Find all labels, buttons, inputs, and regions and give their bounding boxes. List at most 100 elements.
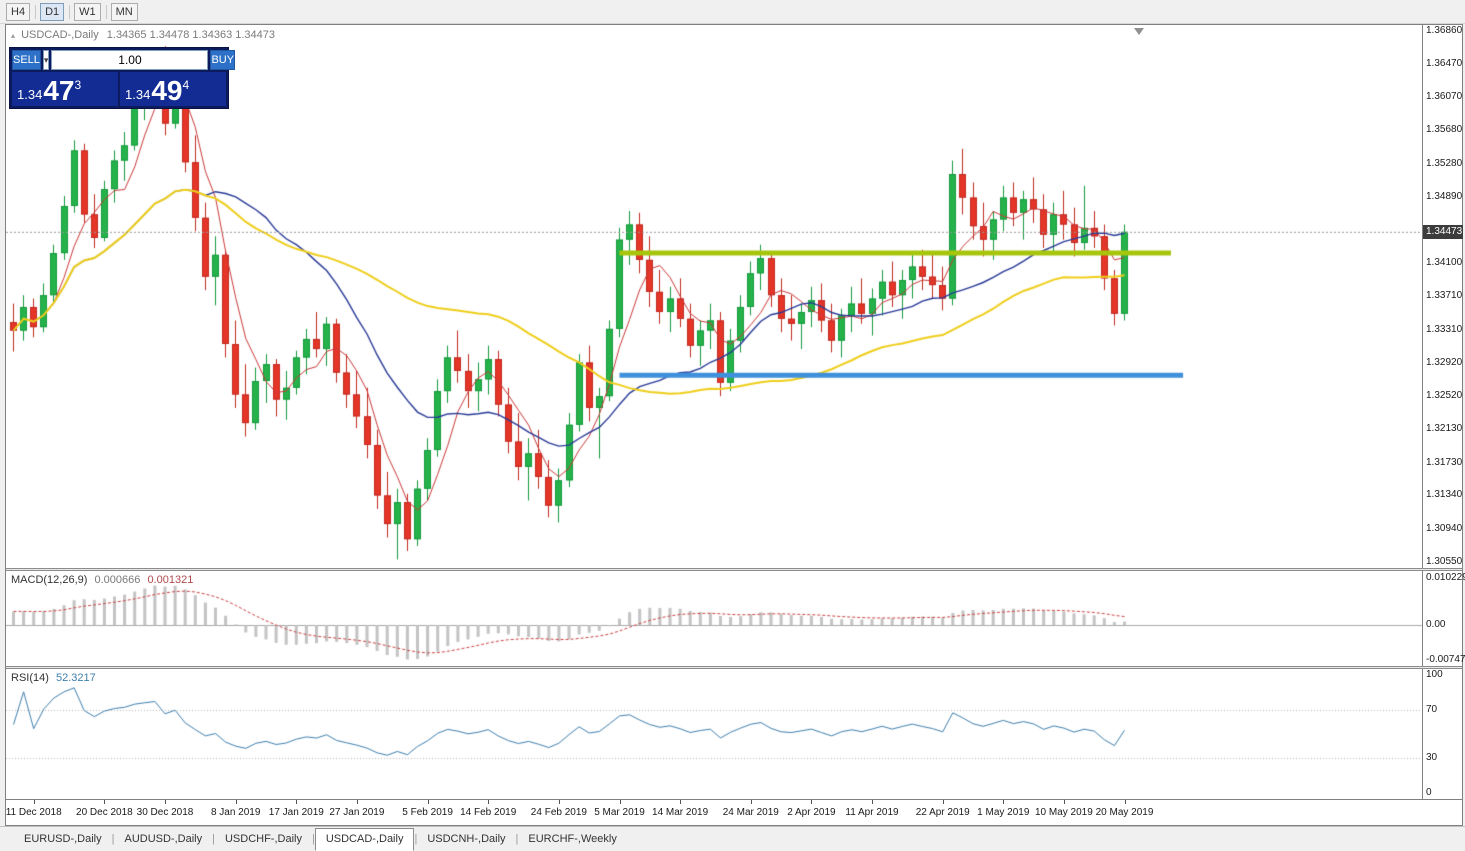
macd-signal-value: 0.001321 [147,574,194,586]
macd-main-value: 0.000666 [94,574,141,586]
date-tick-label: 1 May 2019 [977,807,1030,818]
date-tick-label: 14 Feb 2019 [460,807,517,818]
sell-price-sup: 3 [74,78,82,92]
price-tick-label: 1.36470 [1426,57,1463,69]
date-tick-mark [872,800,873,804]
macd-axis[interactable]: 0.010229 0.00 -0.007477 [1422,571,1465,666]
price-tick-label: 1.30550 [1426,555,1463,567]
date-tick-mark [942,800,944,804]
rsi-canvas[interactable] [6,669,1422,799]
rsi-label: RSI(14) 52.3217 [11,672,96,684]
collapse-triangle-icon[interactable]: ▴ [11,31,16,40]
date-tick-label: 11 Dec 2018 [5,807,62,818]
date-axis[interactable]: 11 Dec 2018 20 Dec 2018 30 Dec 2018 8 Jan 2… [6,799,1462,825]
date-tick-label: 20 May 2019 [1095,807,1154,818]
date-tick-label: 22 Apr 2019 [915,807,970,818]
chart-tab-eurusd-daily[interactable]: EURUSD-,Daily [24,833,102,845]
period-button-mn[interactable]: MN [110,2,138,21]
ohlc-close: 1.34473 [235,29,276,41]
macd-name: MACD(12,26,9) [11,574,88,586]
price-tick-label: 1.30940 [1426,523,1463,535]
buy-price-box[interactable]: 1.34 49 4 [120,72,226,106]
macd-tick-label: 0.00 [1426,619,1446,631]
macd-label: MACD(12,26,9) 0.000666 0.001321 [11,574,193,586]
macd-tick-label: 0.010229 [1426,571,1465,583]
period-button-d1[interactable]: D1 [40,2,65,21]
pane-splitter[interactable] [6,666,1462,669]
date-tick-mark [1124,800,1126,804]
date-tick-label: 11 Apr 2019 [845,807,899,818]
tab-separator: | [414,833,418,845]
price-tick-label: 1.32130 [1426,422,1463,434]
date-tick-mark [296,800,298,804]
tab-separator: | [515,833,519,845]
rsi-value: 52.3217 [55,672,96,684]
date-tick-mark [165,800,166,804]
date-tick-label: 20 Dec 2018 [76,807,133,818]
sell-price-big: 47 [43,75,75,106]
price-axis[interactable]: 1.34473 1.36860 1.36470 1.36070 1.35680 1.35… [1422,24,1463,568]
pane-splitter[interactable] [6,568,1462,571]
chart-tab-usdcad-daily[interactable]: USDCAD-,Daily [314,828,415,851]
price-tick-label: 1.35280 [1426,157,1463,169]
date-tick-mark [235,800,237,804]
ohlc-open: 1.34365 [106,29,147,41]
date-tick-mark [750,800,752,804]
tab-separator: | [212,833,215,845]
date-tick-label: 10 May 2019 [1034,807,1093,818]
period-button-h4[interactable]: H4 [6,2,31,21]
chart-ohlc-header: ▴ USDCAD-,Daily 1.34365 1.34478 1.34363 … [11,29,275,41]
period-toolbar: H4 D1 W1 MN [0,0,1465,24]
rsi-tick-label: 100 [1426,669,1443,680]
volume-dropdown-button[interactable]: ▾ [42,50,50,70]
date-tick-mark [680,800,682,804]
tab-separator: | [111,833,115,845]
chart-tab-eurchf-weekly[interactable]: EURCHF-,Weekly [528,833,617,845]
macd-pane: MACD(12,26,9) 0.000666 0.001321 [6,571,1422,666]
price-tick-label: 1.32920 [1426,356,1463,368]
volume-input[interactable] [51,50,209,70]
macd-canvas[interactable] [6,571,1422,666]
date-tick-label: 8 Jan 2019 [210,807,261,818]
date-tick-mark [619,800,621,804]
toolbar-separator [105,4,107,19]
price-tick-label: 1.36860 [1426,24,1463,36]
macd-tick-label: -0.007477 [1426,653,1465,665]
ohlc-low: 1.34363 [192,29,233,41]
buy-price-big: 49 [151,75,183,106]
buy-price-sup: 4 [182,78,190,92]
date-tick-mark [488,800,490,804]
trade-panel-prices: 1.34 47 3 1.34 49 4 [12,72,226,106]
date-tick-mark [33,800,35,804]
chevron-down-icon: ▾ [43,54,49,65]
rsi-axis[interactable]: 100 70 30 0 [1422,669,1462,799]
sell-button[interactable]: SELL [12,50,41,70]
date-tick-mark [1003,800,1005,804]
date-tick-mark [558,800,560,804]
price-tick-label: 1.32520 [1426,390,1463,402]
trade-panel-controls: SELL ▾ BUY [12,50,236,70]
chart-tab-audusd-daily[interactable]: AUDUSD-,Daily [124,833,203,845]
period-button-w1[interactable]: W1 [74,2,101,21]
date-tick-label: 5 Mar 2019 [594,807,645,818]
chart-shift-marker-icon[interactable] [1134,28,1144,35]
sell-price-box[interactable]: 1.34 47 3 [12,72,118,106]
main-chart-canvas[interactable] [6,25,1422,568]
price-tick-label: 1.33710 [1426,290,1463,302]
date-tick-label: 17 Jan 2019 [268,807,324,818]
chart-tab-usdcnh-daily[interactable]: USDCNH-,Daily [427,833,506,845]
date-tick-mark [1063,800,1065,804]
price-tick-label: 1.31730 [1426,456,1463,468]
current-price-badge: 1.34473 [1423,224,1463,239]
date-tick-label: 14 Mar 2019 [652,807,709,818]
one-click-trade-panel: SELL ▾ BUY 1.34 47 3 1.34 49 4 [9,47,236,109]
rsi-tick-label: 0 [1426,787,1432,798]
tab-separator: | [311,833,315,845]
rsi-tick-label: 30 [1426,751,1438,763]
date-tick-mark [811,800,813,804]
price-tick-label: 1.34890 [1426,190,1463,202]
chart-tab-usdchf-daily[interactable]: USDCHF-,Daily [224,833,302,845]
sell-price-prefix: 1.34 [17,87,43,102]
date-tick-label: 27 Jan 2019 [329,807,385,818]
buy-button[interactable]: BUY [210,50,236,70]
